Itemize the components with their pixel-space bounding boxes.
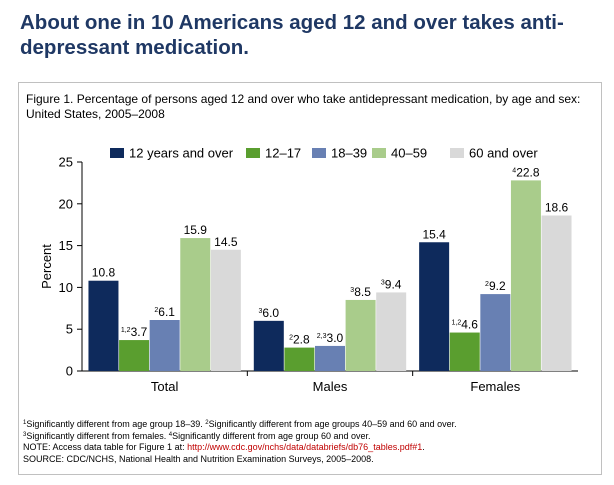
significance-marker: 2	[485, 281, 489, 288]
legend-swatch	[450, 148, 464, 158]
x-category-label: Males	[313, 379, 348, 394]
bar	[480, 294, 511, 371]
footnote-marker: 4	[168, 431, 173, 438]
value-text: 3.7	[131, 325, 148, 339]
bar	[541, 215, 572, 371]
bar	[315, 345, 345, 371]
headline: About one in 10 Americans aged 12 and ov…	[20, 11, 564, 59]
bar-value-label: 15.4	[422, 227, 446, 241]
value-text: 4.6	[461, 318, 478, 332]
figure-frame	[18, 82, 602, 475]
source-line: SOURCE: CDC/NCHS, National Health and Nu…	[23, 453, 374, 464]
bar-value-label: 1,23.7	[121, 325, 148, 339]
bar-value-label: 39.4	[381, 277, 402, 291]
value-text: 9.4	[385, 277, 402, 291]
footnote-marker: 1	[23, 420, 27, 426]
legend-label: 18–39	[331, 146, 367, 161]
y-tick-label: 0	[66, 364, 73, 379]
value-text: 9.2	[489, 279, 506, 293]
value-text: 3.0	[327, 331, 344, 345]
value-text: 8.5	[354, 285, 371, 299]
bar	[149, 320, 180, 371]
y-tick-label: 20	[59, 196, 73, 211]
note-prefix: NOTE: Access data table for Figure 1 at:	[23, 442, 188, 453]
bar	[345, 299, 376, 371]
significance-marker: 3	[381, 279, 385, 286]
bar-value-label: 26.1	[154, 305, 175, 319]
bar-value-label: 1,24.6	[452, 318, 479, 332]
footnote-text: Significantly different from females.	[26, 430, 169, 441]
note-suffix: .	[422, 442, 425, 453]
bar	[510, 180, 541, 371]
footnote-text: Significantly different from age group 1…	[26, 419, 206, 429]
footnote-line-1: 1Significantly different from age group …	[23, 419, 601, 431]
bar	[253, 320, 284, 371]
legend-swatch	[372, 148, 386, 158]
significance-marker: 3	[259, 308, 263, 315]
significance-marker: 1,2	[121, 327, 131, 334]
bar	[210, 249, 241, 371]
footnotes: 1Significantly different from age group …	[23, 419, 601, 465]
bar-value-label: 38.5	[350, 285, 371, 299]
legend-label: 60 and over	[469, 146, 538, 161]
bar	[419, 242, 450, 371]
footnote-marker: 2	[205, 420, 209, 426]
legend-swatch	[312, 148, 326, 158]
significance-marker: 1,2	[452, 320, 462, 327]
bar-value-label: 22.8	[289, 333, 310, 347]
significance-marker: 4	[512, 167, 516, 174]
x-category-label: Total	[151, 379, 179, 394]
data-table-link[interactable]: http://www.cdc.gov/nchs/data/databriefs/…	[187, 442, 423, 453]
bar	[119, 340, 150, 371]
legend-label: 12 years and over	[129, 146, 234, 161]
bar	[376, 292, 407, 371]
footnote-marker: 3	[23, 431, 27, 438]
significance-marker: 3	[350, 287, 354, 294]
bar-value-label: 18.6	[545, 201, 569, 215]
bar-value-label: 422.8	[512, 165, 540, 179]
y-tick-label: 5	[66, 322, 73, 337]
x-category-label: Females	[470, 379, 520, 394]
figure-caption: Figure 1. Percentage of persons aged 12 …	[26, 92, 581, 121]
value-text: 2.8	[293, 333, 310, 347]
bar	[449, 332, 480, 371]
y-tick-label: 15	[59, 238, 73, 253]
bar	[284, 347, 315, 371]
bar-value-label: 36.0	[259, 306, 280, 320]
bar	[180, 238, 211, 371]
bar	[88, 280, 119, 371]
bar-value-label: 15.9	[184, 223, 208, 237]
legend-label: 40–59	[391, 146, 427, 161]
note-line: NOTE: Access data table for Figure 1 at:…	[23, 442, 601, 454]
legend-swatch	[110, 148, 124, 158]
value-text: 6.0	[262, 306, 279, 320]
significance-marker: 2,3	[317, 333, 327, 340]
footnote-text: Significantly different from age groups …	[208, 419, 457, 429]
bar-value-label: 2,33.0	[317, 331, 344, 345]
significance-marker: 2	[154, 307, 158, 314]
footnote-text: Significantly different from age group 6…	[172, 430, 371, 441]
legend-swatch	[246, 148, 260, 158]
bar-value-label: 29.2	[485, 279, 506, 293]
y-tick-label: 10	[59, 280, 73, 295]
footnote-line-2: 3Significantly different from females. 4…	[23, 431, 601, 443]
value-text: 22.8	[516, 165, 540, 179]
legend-label: 12–17	[265, 146, 301, 161]
bar-value-label: 10.8	[92, 266, 116, 280]
y-axis-title: Percent	[39, 244, 54, 289]
significance-marker: 2	[289, 335, 293, 342]
bar-value-label: 14.5	[214, 235, 238, 249]
y-tick-label: 25	[59, 155, 73, 170]
value-text: 6.1	[158, 305, 175, 319]
